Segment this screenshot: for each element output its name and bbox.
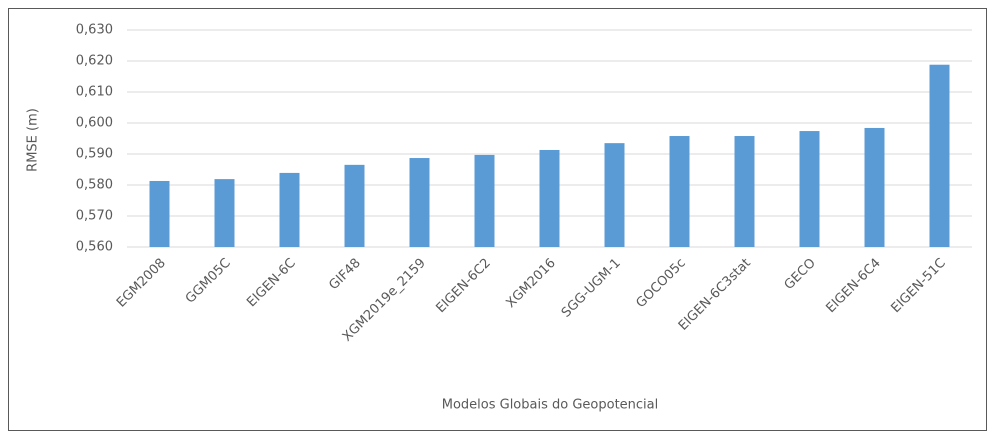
bar [214, 179, 235, 247]
y-tick-label: 0,590 [76, 147, 113, 162]
bar [864, 127, 885, 247]
bar [279, 172, 300, 247]
bar [604, 143, 625, 247]
y-tick-label: 0,600 [76, 116, 113, 131]
y-tick-label: 0,560 [76, 240, 113, 255]
bar [799, 131, 820, 247]
y-tick-label: 0,630 [76, 23, 113, 38]
y-tick-label: 0,620 [76, 54, 113, 69]
bar [734, 136, 755, 247]
bar [539, 149, 560, 247]
y-tick-label: 0,570 [76, 209, 113, 224]
y-tick-label: 0,580 [76, 178, 113, 193]
bar [149, 180, 170, 247]
bar [669, 136, 690, 247]
y-axis-title: RMSE (m) [26, 108, 41, 172]
bar [929, 64, 950, 247]
bar [474, 154, 495, 247]
bar [344, 164, 365, 247]
bar [409, 158, 430, 247]
chart-frame [8, 8, 987, 431]
x-axis-title: Modelos Globais do Geopotencial [442, 398, 659, 413]
y-tick-label: 0,610 [76, 85, 113, 100]
